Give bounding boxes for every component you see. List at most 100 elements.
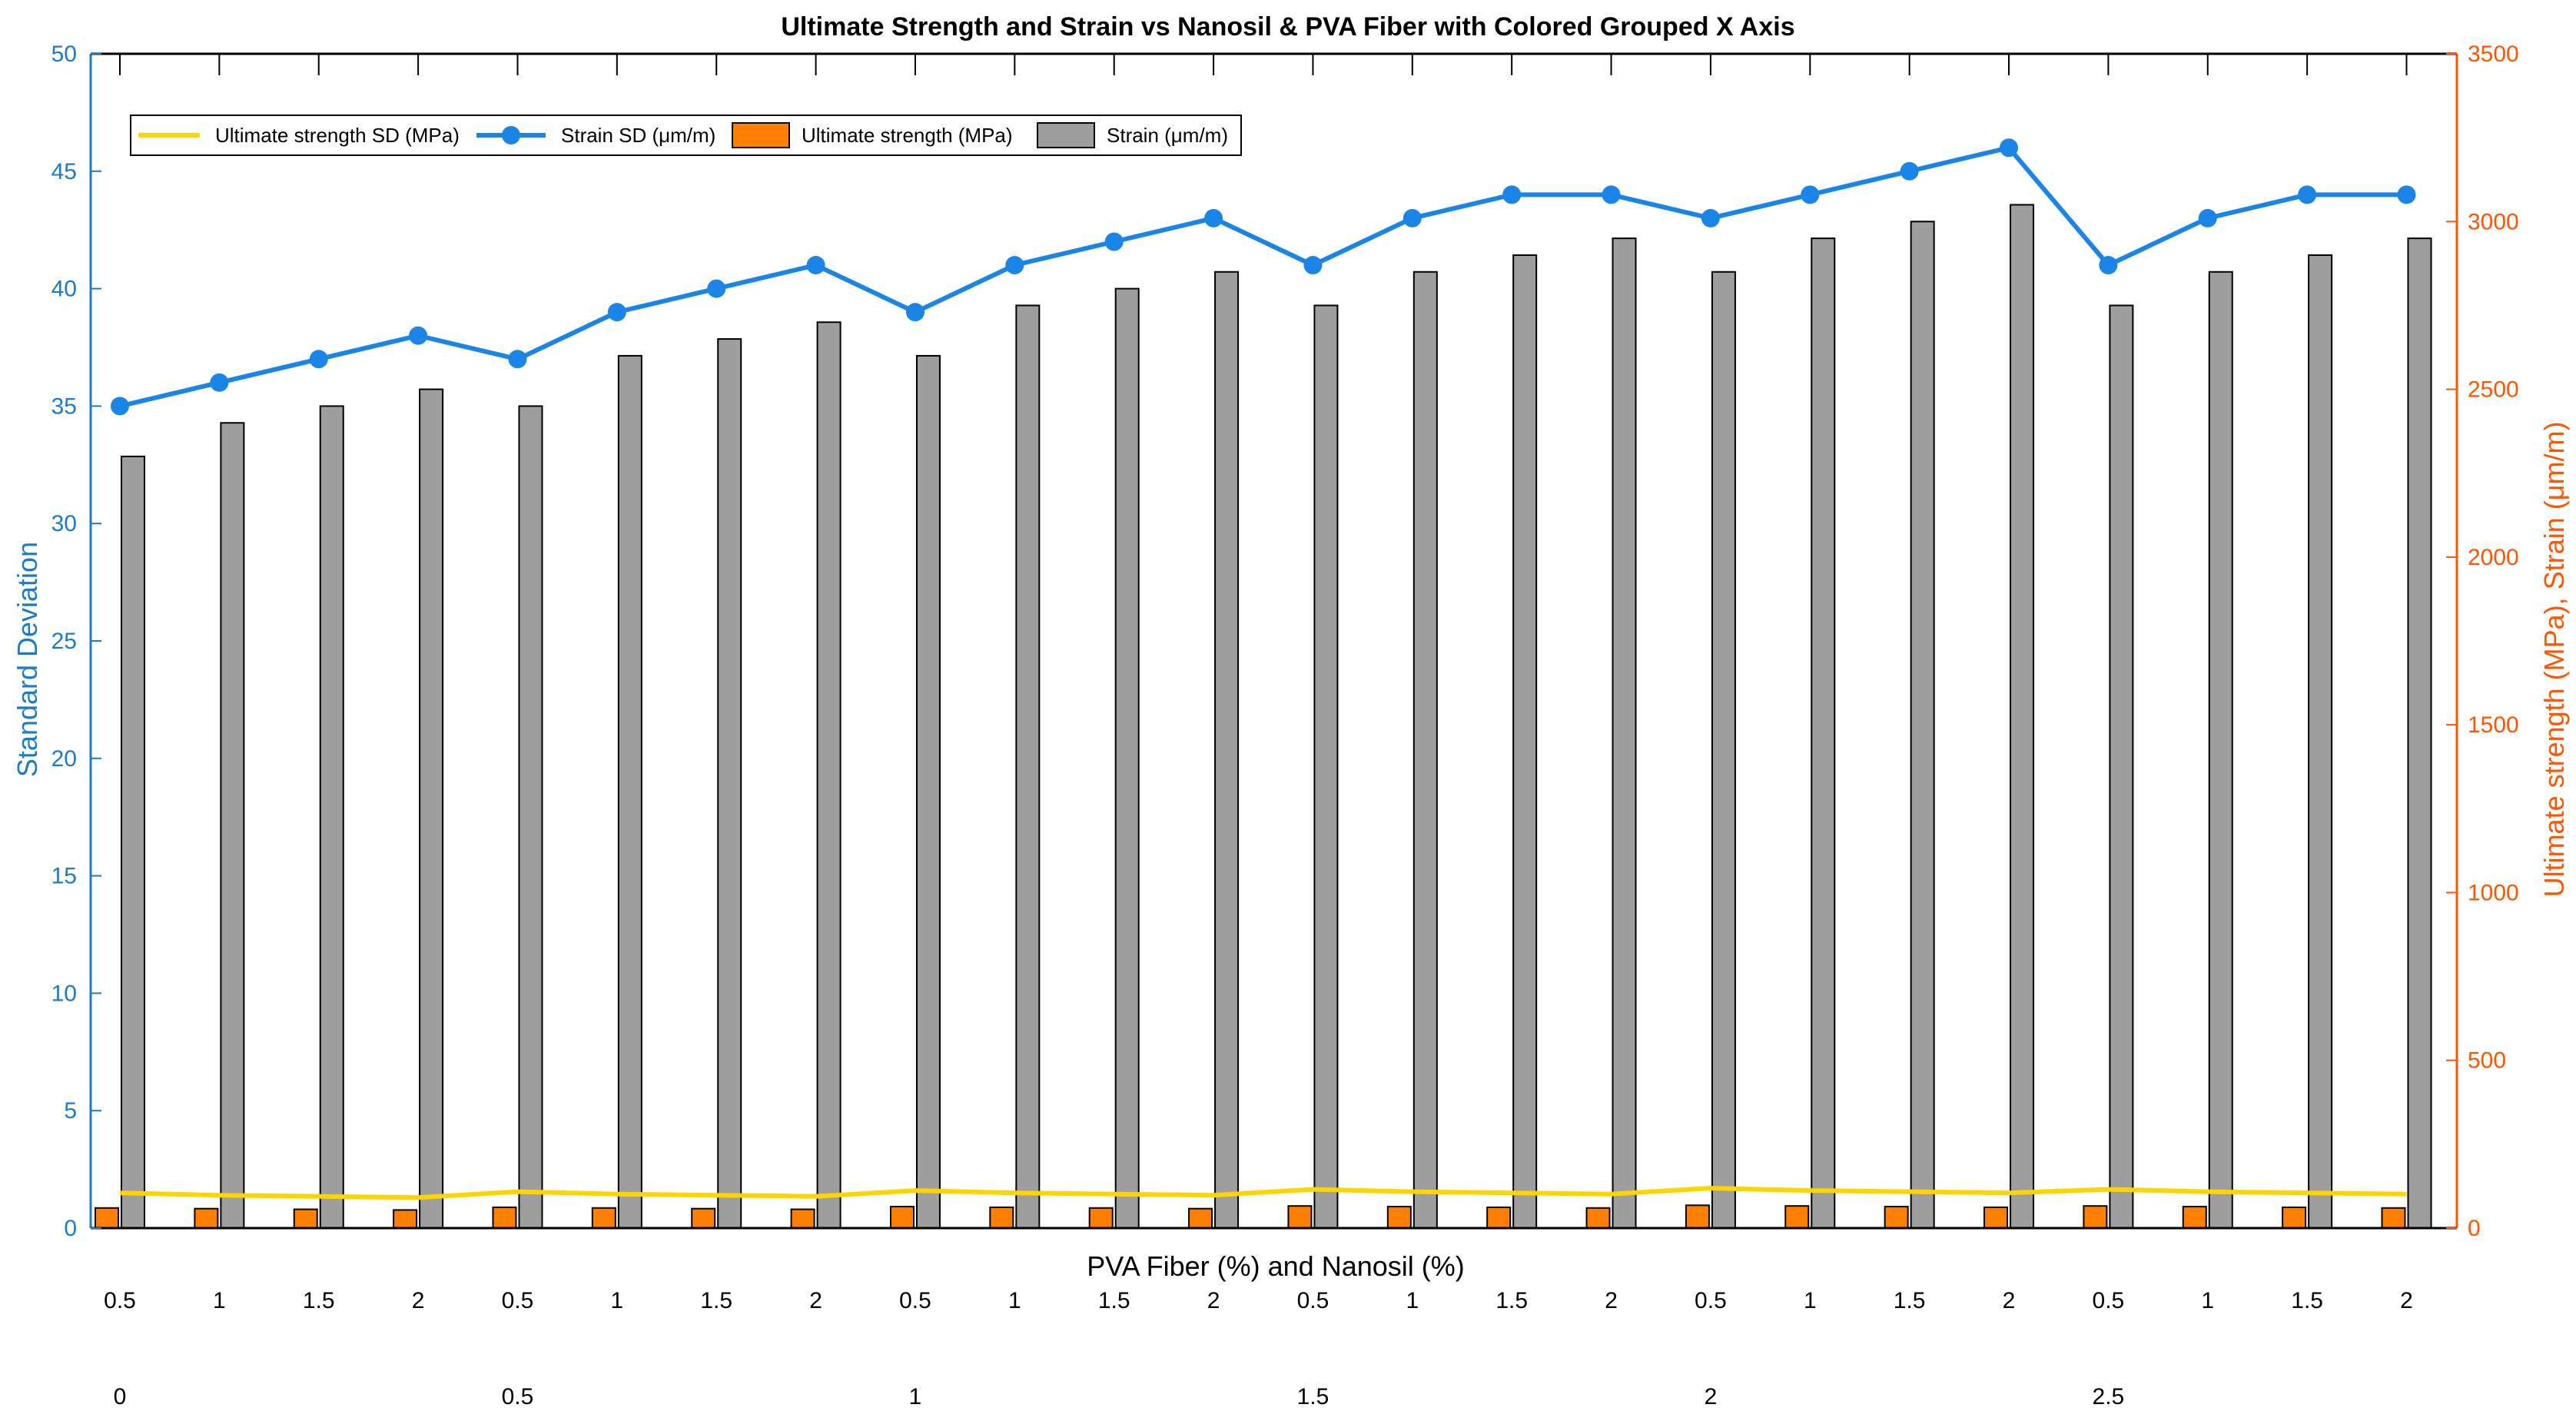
- bar-ultimate-strength: [1386, 1206, 1412, 1230]
- group-label: 2: [1705, 1384, 1718, 1409]
- bar-ultimate-strength: [1784, 1205, 1810, 1229]
- bar-ultimate-strength: [492, 1206, 517, 1230]
- bar-strain: [717, 338, 742, 1230]
- bar-ultimate-strength: [691, 1207, 716, 1229]
- point-strain-sd: [1204, 208, 1223, 227]
- point-strain-sd: [1502, 185, 1522, 204]
- x-tick-label: 0.5: [104, 1288, 136, 1313]
- bar-ultimate-strength: [889, 1206, 915, 1230]
- bar-strain: [319, 405, 344, 1229]
- x-tick-label: 1.5: [700, 1288, 732, 1313]
- bar-ultimate-strength: [1188, 1207, 1213, 1229]
- bar-strain: [1910, 221, 1935, 1229]
- bar-strain: [2208, 271, 2233, 1229]
- y-right-tick-label: 2500: [2468, 377, 2519, 403]
- point-strain-sd: [1005, 256, 1024, 275]
- x-tick-label: 2: [2400, 1288, 2413, 1313]
- x-tick-label: 0.5: [1695, 1288, 1727, 1313]
- x-tick-label: 1: [2201, 1288, 2214, 1313]
- bar-ultimate-strength: [2083, 1205, 2108, 1229]
- x-tick-label: 1: [1406, 1288, 1419, 1313]
- bar-strain: [1114, 287, 1140, 1230]
- bar-strain: [2407, 237, 2432, 1230]
- point-strain-sd: [1403, 208, 1422, 227]
- point-strain-sd: [1303, 256, 1323, 275]
- y-axis-left-label: Standard Deviation: [12, 542, 43, 777]
- bar-strain: [1313, 304, 1339, 1229]
- bar-strain: [1711, 271, 1736, 1229]
- legend-swatch-bar: [732, 122, 790, 148]
- bar-ultimate-strength: [1685, 1204, 1710, 1229]
- point-strain-sd: [707, 279, 726, 298]
- x-tick-label: 1.5: [303, 1288, 335, 1313]
- x-axis-label: PVA Fiber (%) and Nanosil (%): [1087, 1250, 1465, 1282]
- bar-strain: [617, 354, 642, 1229]
- bar-strain: [220, 422, 245, 1230]
- bar-strain: [915, 354, 941, 1229]
- chart-title: Ultimate Strength and Strain vs Nanosil …: [781, 12, 1794, 42]
- point-strain-sd: [1104, 232, 1124, 251]
- x-tick-label: 1.5: [1495, 1288, 1528, 1313]
- bar-strain: [1214, 271, 1240, 1229]
- legend-label: Ultimate strength (MPa): [802, 124, 1013, 147]
- x-tick-label: 1.5: [1098, 1288, 1130, 1313]
- point-strain-sd: [806, 256, 825, 275]
- x-tick-label: 2: [412, 1288, 425, 1313]
- bar-ultimate-strength: [95, 1207, 119, 1229]
- line-strain-sd: [119, 144, 2407, 409]
- x-tick-label: 0.5: [1297, 1288, 1329, 1313]
- bar-strain: [1811, 237, 1836, 1230]
- bar-strain: [2109, 304, 2134, 1229]
- bar-strain: [121, 455, 145, 1229]
- group-label: 2.5: [2093, 1384, 2125, 1409]
- bar-ultimate-strength: [194, 1207, 219, 1229]
- line-ultimate-strength-sd: [119, 1185, 2407, 1200]
- x-tick-label: 1.5: [1894, 1288, 1926, 1313]
- x-tick-label: 2: [1605, 1288, 1618, 1313]
- point-strain-sd: [2198, 208, 2217, 227]
- bar-ultimate-strength: [2182, 1206, 2207, 1230]
- point-strain-sd: [1602, 185, 1621, 204]
- point-strain-sd: [409, 326, 428, 345]
- legend: Ultimate strength SD (MPa) Strain SD (μm/…: [130, 115, 1242, 156]
- bar-ultimate-strength: [591, 1207, 616, 1229]
- point-strain-sd: [2000, 138, 2019, 158]
- bar-ultimate-strength: [2282, 1206, 2307, 1230]
- group-label: 1: [909, 1384, 922, 1409]
- y-left-tick-label: 0: [64, 1216, 77, 1241]
- legend-label: Strain (μm/m): [1107, 124, 1228, 147]
- y-right-tick-label: 3500: [2468, 42, 2519, 67]
- point-strain-sd: [210, 373, 229, 392]
- legend-label: Strain SD (μm/m): [561, 124, 715, 147]
- x-tick-label: 2: [2003, 1288, 2016, 1313]
- y-right-tick-label: 2000: [2468, 545, 2519, 570]
- point-strain-sd: [111, 397, 129, 416]
- plot-area: [95, 138, 2432, 1230]
- bar-ultimate-strength: [1983, 1206, 2009, 1230]
- x-tick-label: 2: [1207, 1288, 1220, 1313]
- y-left-tick-label: 30: [51, 511, 77, 536]
- point-strain-sd: [1801, 185, 1820, 204]
- group-label: 1.5: [1297, 1384, 1329, 1409]
- x-tick-label: 2: [809, 1288, 822, 1313]
- y-right-tick-label: 500: [2468, 1048, 2506, 1074]
- group-label: 0: [114, 1384, 127, 1409]
- point-strain-sd: [2099, 256, 2118, 275]
- y-right-tick-label: 3000: [2468, 209, 2519, 234]
- x-tick-label: 0.5: [2093, 1288, 2125, 1313]
- x-tick-label: 0.5: [899, 1288, 931, 1313]
- bar-ultimate-strength: [1884, 1206, 1909, 1230]
- point-strain-sd: [2397, 185, 2416, 204]
- x-tick-label: 1: [213, 1288, 226, 1313]
- y-left-tick-label: 45: [51, 159, 77, 184]
- bar-ultimate-strength: [1088, 1207, 1114, 1229]
- bar-ultimate-strength: [2381, 1207, 2406, 1229]
- x-tick-label: 1: [611, 1288, 624, 1313]
- y-left-tick-label: 5: [64, 1098, 77, 1124]
- group-label: 0.5: [502, 1384, 534, 1409]
- legend-marker-strain-sd: [502, 126, 520, 144]
- point-strain-sd: [905, 303, 925, 322]
- bar-strain: [1612, 237, 1637, 1230]
- point-strain-sd: [309, 350, 328, 369]
- legend-label: Ultimate strength SD (MPa): [215, 124, 460, 147]
